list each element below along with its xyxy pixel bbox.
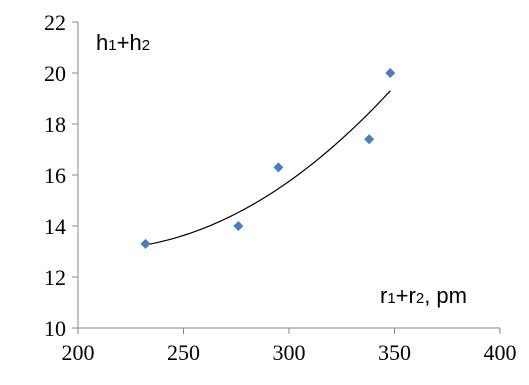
y-tick-label: 20 bbox=[44, 61, 66, 86]
data-point bbox=[140, 238, 151, 249]
y-ticks: 10 12 14 16 18 20 22 bbox=[44, 10, 78, 341]
y-tick-label: 22 bbox=[44, 10, 66, 35]
x-axis-label: r1+r2, pm bbox=[380, 283, 467, 308]
data-points bbox=[140, 68, 396, 249]
x-tick-label: 350 bbox=[378, 340, 411, 365]
x-tick-label: 200 bbox=[62, 340, 95, 365]
data-point bbox=[233, 221, 244, 231]
y-tick-label: 10 bbox=[44, 316, 66, 341]
data-point bbox=[364, 134, 375, 145]
y-tick-label: 12 bbox=[44, 265, 66, 290]
x-ticks: 200 250 300 350 400 bbox=[62, 328, 517, 365]
x-tick-label: 300 bbox=[273, 340, 306, 365]
y-tick-label: 14 bbox=[44, 214, 66, 239]
data-point bbox=[385, 68, 396, 78]
x-tick-label: 400 bbox=[484, 340, 517, 365]
trendline bbox=[145, 90, 391, 246]
y-tick-label: 18 bbox=[44, 112, 66, 137]
data-point bbox=[273, 162, 284, 173]
y-tick-label: 16 bbox=[44, 163, 66, 188]
y-axis-label: h1+h2 bbox=[96, 30, 150, 55]
x-tick-label: 250 bbox=[167, 340, 200, 365]
